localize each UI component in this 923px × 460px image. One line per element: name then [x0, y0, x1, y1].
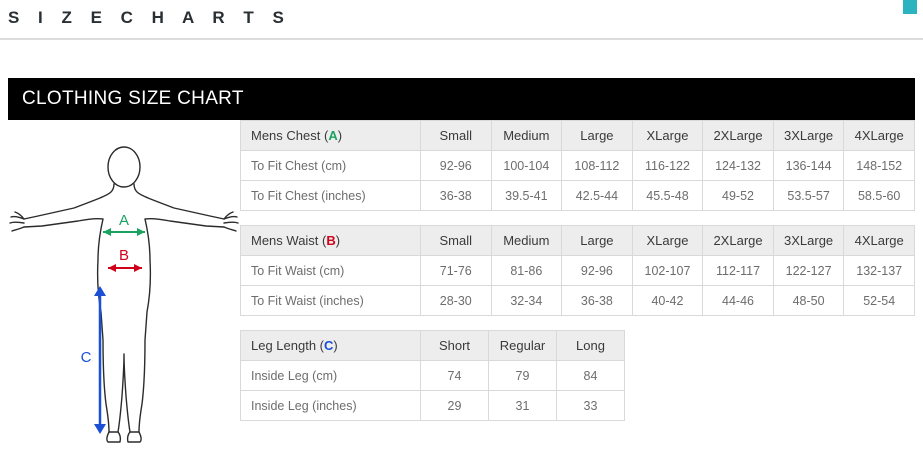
waist-measure-arrow: B — [108, 247, 142, 272]
cell: 40-42 — [631, 285, 704, 316]
cell: 81-86 — [490, 255, 563, 286]
table-spacer — [240, 316, 915, 330]
cell: 42.5-44 — [561, 180, 633, 211]
table-spacer — [240, 211, 915, 225]
cell: 74 — [420, 360, 489, 391]
inside-leg-measure-arrow: C — [81, 286, 106, 434]
column-header-long: Long — [556, 330, 625, 361]
cell: 79 — [488, 360, 557, 391]
cell: 28-30 — [420, 285, 492, 316]
table-row: Inside Leg (cm) 74 79 84 — [240, 360, 625, 391]
waist-label-b: B — [119, 247, 129, 264]
cell: 116-122 — [631, 150, 704, 181]
clothing-size-chart: CLOTHING SIZE CHART — [8, 78, 915, 450]
table-row: To Fit Waist (inches) 28-30 32-34 36-38 … — [240, 285, 915, 316]
column-header-small: Small — [420, 120, 492, 151]
cell: 36-38 — [561, 285, 633, 316]
title-divider — [0, 38, 923, 40]
table-row: To Fit Chest (inches) 36-38 39.5-41 42.5… — [240, 180, 915, 211]
cell: 36-38 — [420, 180, 492, 211]
cell: 33 — [556, 390, 625, 421]
row-label: To Fit Waist (inches) — [240, 285, 421, 316]
size-tables: Mens Chest (A) Small Medium Large XLarge… — [240, 120, 915, 421]
table-mens-waist: Mens Waist (B) Small Medium Large XLarge… — [240, 225, 915, 316]
table-row: To Fit Chest (cm) 92-96 100-104 108-112 … — [240, 150, 915, 181]
cell: 84 — [556, 360, 625, 391]
chart-header-title: CLOTHING SIZE CHART — [8, 78, 915, 120]
table-header-row: Mens Chest (A) Small Medium Large XLarge… — [240, 120, 915, 151]
cell: 48-50 — [772, 285, 845, 316]
cell: 122-127 — [772, 255, 845, 286]
cell: 148-152 — [843, 150, 915, 181]
column-header-2xlarge: 2XLarge — [702, 225, 774, 256]
cell: 102-107 — [631, 255, 704, 286]
body-figure-svg: A B C — [9, 146, 239, 443]
cell: 92-96 — [561, 255, 633, 286]
corner-accent-badge — [903, 0, 917, 14]
column-header-2xlarge: 2XLarge — [702, 120, 774, 151]
page-title: S I Z E C H A R T S — [8, 8, 291, 27]
cell: 112-117 — [702, 255, 774, 286]
body-figure-illustration: A B C — [8, 120, 240, 450]
row-label: To Fit Chest (cm) — [240, 150, 421, 181]
row-label: To Fit Chest (inches) — [240, 180, 421, 211]
row-label: Inside Leg (inches) — [240, 390, 421, 421]
column-header-medium: Medium — [490, 225, 563, 256]
chest-label-a: A — [119, 212, 129, 229]
row-label: Inside Leg (cm) — [240, 360, 421, 391]
cell: 92-96 — [420, 150, 492, 181]
header-letter-b: B — [326, 233, 336, 248]
table-header-row: Leg Length (C) Short Regular Long — [240, 330, 625, 361]
column-header-3xlarge: 3XLarge — [772, 120, 845, 151]
cell: 71-76 — [420, 255, 492, 286]
cell: 53.5-57 — [772, 180, 845, 211]
cell: 49-52 — [702, 180, 774, 211]
column-header-small: Small — [420, 225, 492, 256]
cell: 45.5-48 — [631, 180, 704, 211]
body-outline-icon — [9, 146, 239, 443]
cell: 124-132 — [702, 150, 774, 181]
column-header-measure: Mens Waist (B) — [240, 225, 421, 256]
column-header-large: Large — [561, 120, 633, 151]
cell: 39.5-41 — [490, 180, 563, 211]
chest-measure-arrow: A — [103, 212, 145, 236]
row-label: To Fit Waist (cm) — [240, 255, 421, 286]
leg-label-c: C — [81, 349, 92, 366]
header-letter-a: A — [328, 128, 338, 143]
cell: 100-104 — [490, 150, 563, 181]
cell: 32-34 — [490, 285, 563, 316]
cell: 52-54 — [843, 285, 915, 316]
column-header-large: Large — [561, 225, 633, 256]
column-header-4xlarge: 4XLarge — [843, 120, 915, 151]
table-row: Inside Leg (inches) 29 31 33 — [240, 390, 625, 421]
column-header-3xlarge: 3XLarge — [772, 225, 845, 256]
column-header-measure: Leg Length (C) — [240, 330, 421, 361]
column-header-xlarge: XLarge — [631, 225, 704, 256]
cell: 132-137 — [843, 255, 915, 286]
table-leg-length: Leg Length (C) Short Regular Long Inside… — [240, 330, 625, 421]
cell: 44-46 — [702, 285, 774, 316]
cell: 58.5-60 — [843, 180, 915, 211]
cell: 29 — [420, 390, 489, 421]
column-header-regular: Regular — [488, 330, 557, 361]
table-row: To Fit Waist (cm) 71-76 81-86 92-96 102-… — [240, 255, 915, 286]
cell: 136-144 — [772, 150, 845, 181]
chart-body: A B C — [8, 120, 915, 450]
column-header-4xlarge: 4XLarge — [843, 225, 915, 256]
column-header-medium: Medium — [490, 120, 563, 151]
cell: 108-112 — [561, 150, 633, 181]
column-header-measure: Mens Chest (A) — [240, 120, 421, 151]
column-header-short: Short — [420, 330, 489, 361]
table-mens-chest: Mens Chest (A) Small Medium Large XLarge… — [240, 120, 915, 211]
table-header-row: Mens Waist (B) Small Medium Large XLarge… — [240, 225, 915, 256]
header-letter-c: C — [324, 338, 334, 353]
cell: 31 — [488, 390, 557, 421]
column-header-xlarge: XLarge — [631, 120, 704, 151]
